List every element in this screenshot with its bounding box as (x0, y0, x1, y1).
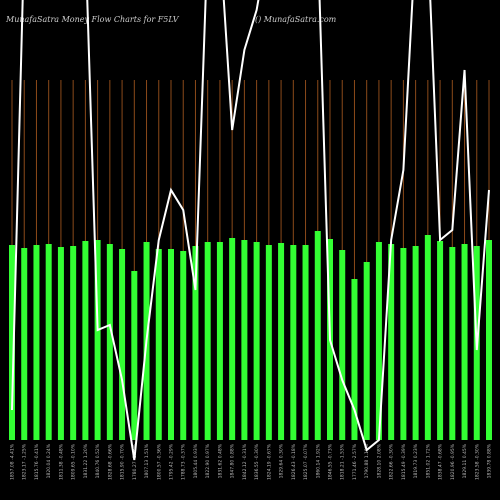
x-tick-label: 1771.46 -2.57% (352, 443, 358, 480)
bar (461, 244, 468, 440)
x-tick-label: 1805.44 0.93% (193, 443, 199, 478)
bar (351, 279, 358, 440)
bar (449, 247, 456, 440)
x-tick-label: 1800.57 -0.36% (156, 443, 162, 480)
x-tick-label: 1807.13 1.51% (144, 443, 150, 478)
x-tick-label: 1839.78 0.88% (487, 443, 493, 478)
bar (82, 241, 89, 440)
x-tick-label: 1780.27 -1.96% (132, 443, 138, 480)
x-tick-label: 1820.04 0.24% (46, 443, 52, 478)
chart-title: MunafaSatra Money Flow Charts for F5LV (5, 15, 180, 24)
bar (168, 249, 174, 440)
x-tick-label: 1822.66 -0.30% (389, 443, 395, 480)
bar (94, 240, 101, 440)
bar (241, 240, 248, 440)
x-tick-label: 1851.02 1.72% (425, 443, 431, 478)
x-tick-label: 1819.73 0.23% (413, 443, 419, 478)
chart-subtitle: () MunafaSatra.com (255, 15, 337, 24)
x-tick-label: 1811.38 -0.48% (58, 443, 64, 480)
bar (33, 245, 40, 440)
x-tick-label: 1838.47 -0.68% (438, 443, 444, 480)
x-tick-label: 1788.73 -0.37% (181, 443, 187, 480)
bar (339, 250, 346, 440)
bar (106, 244, 113, 440)
bar (180, 251, 187, 440)
x-tick-label: 1823.17 -1.25% (22, 443, 28, 480)
x-tick-label: 1829.64 0.30% (279, 443, 285, 478)
bar (45, 244, 52, 440)
bar (375, 242, 382, 440)
x-tick-label: 1825.07 -0.07% (303, 443, 309, 480)
x-tick-label: 1831.62 0.48% (217, 443, 223, 478)
x-tick-label: 1846.55 -0.73% (328, 443, 334, 480)
x-tick-label: 1822.90 0.97% (205, 443, 211, 478)
x-tick-label: 1840.76 0.52% (95, 443, 101, 478)
bar (424, 235, 431, 440)
bar (388, 244, 395, 440)
x-tick-label: 1823.58 -0.30% (474, 443, 480, 480)
x-tick-label: 1795.42 -0.29% (169, 443, 175, 480)
x-tick-label: 1860.14 1.92% (315, 443, 321, 478)
bar (216, 242, 223, 440)
x-tick-label: 1831.22 1.20% (83, 443, 89, 478)
x-tick-label: 1842.12 -0.31% (242, 443, 248, 480)
bar (278, 243, 285, 440)
x-tick-label: 1809.65 -0.10% (71, 443, 77, 480)
line-group (11, 0, 490, 461)
money-flow-line (11, 0, 490, 461)
x-tick-label: 1826.43 -0.18% (291, 443, 297, 480)
bar (204, 242, 211, 440)
x-tick-label: 1836.55 -0.30% (254, 443, 260, 480)
bar (314, 231, 321, 440)
x-tick-label: 1818.21 -1.53% (340, 443, 346, 480)
bar (9, 245, 15, 440)
bar (486, 240, 492, 440)
bar (57, 247, 64, 440)
x-tick-label: 1828.68 -0.66% (107, 443, 113, 480)
x-tick-label: 1857.08 -4.41% (10, 443, 16, 480)
x-tick-label: 1815.49 -0.39% (401, 443, 407, 480)
x-tick-label: 1815.90 -0.70% (120, 443, 126, 480)
bar (70, 246, 77, 440)
x-tick-label: 1820.96 -0.95% (450, 443, 456, 480)
x-tick-label: 1828.10 2.08% (376, 443, 382, 478)
bar (192, 246, 199, 440)
bar (363, 262, 370, 440)
x-tick-label: 1790.88 1.10% (364, 443, 370, 478)
bar (400, 248, 407, 440)
bar (265, 245, 272, 440)
x-tick-label: 1847.80 0.88% (230, 443, 236, 478)
bar (437, 241, 444, 440)
x-tick-label: 1815.76 -0.41% (34, 443, 40, 480)
bar (131, 271, 138, 440)
bar (290, 245, 297, 440)
bar (21, 248, 28, 440)
bar (412, 246, 419, 440)
bar (229, 238, 236, 440)
bar (119, 249, 126, 440)
x-tick-label: 1824.19 -0.67% (266, 443, 272, 480)
bar (253, 242, 260, 440)
bar (155, 249, 162, 440)
bar (302, 245, 309, 440)
x-tick-label: 1829.11 0.45% (462, 443, 468, 478)
